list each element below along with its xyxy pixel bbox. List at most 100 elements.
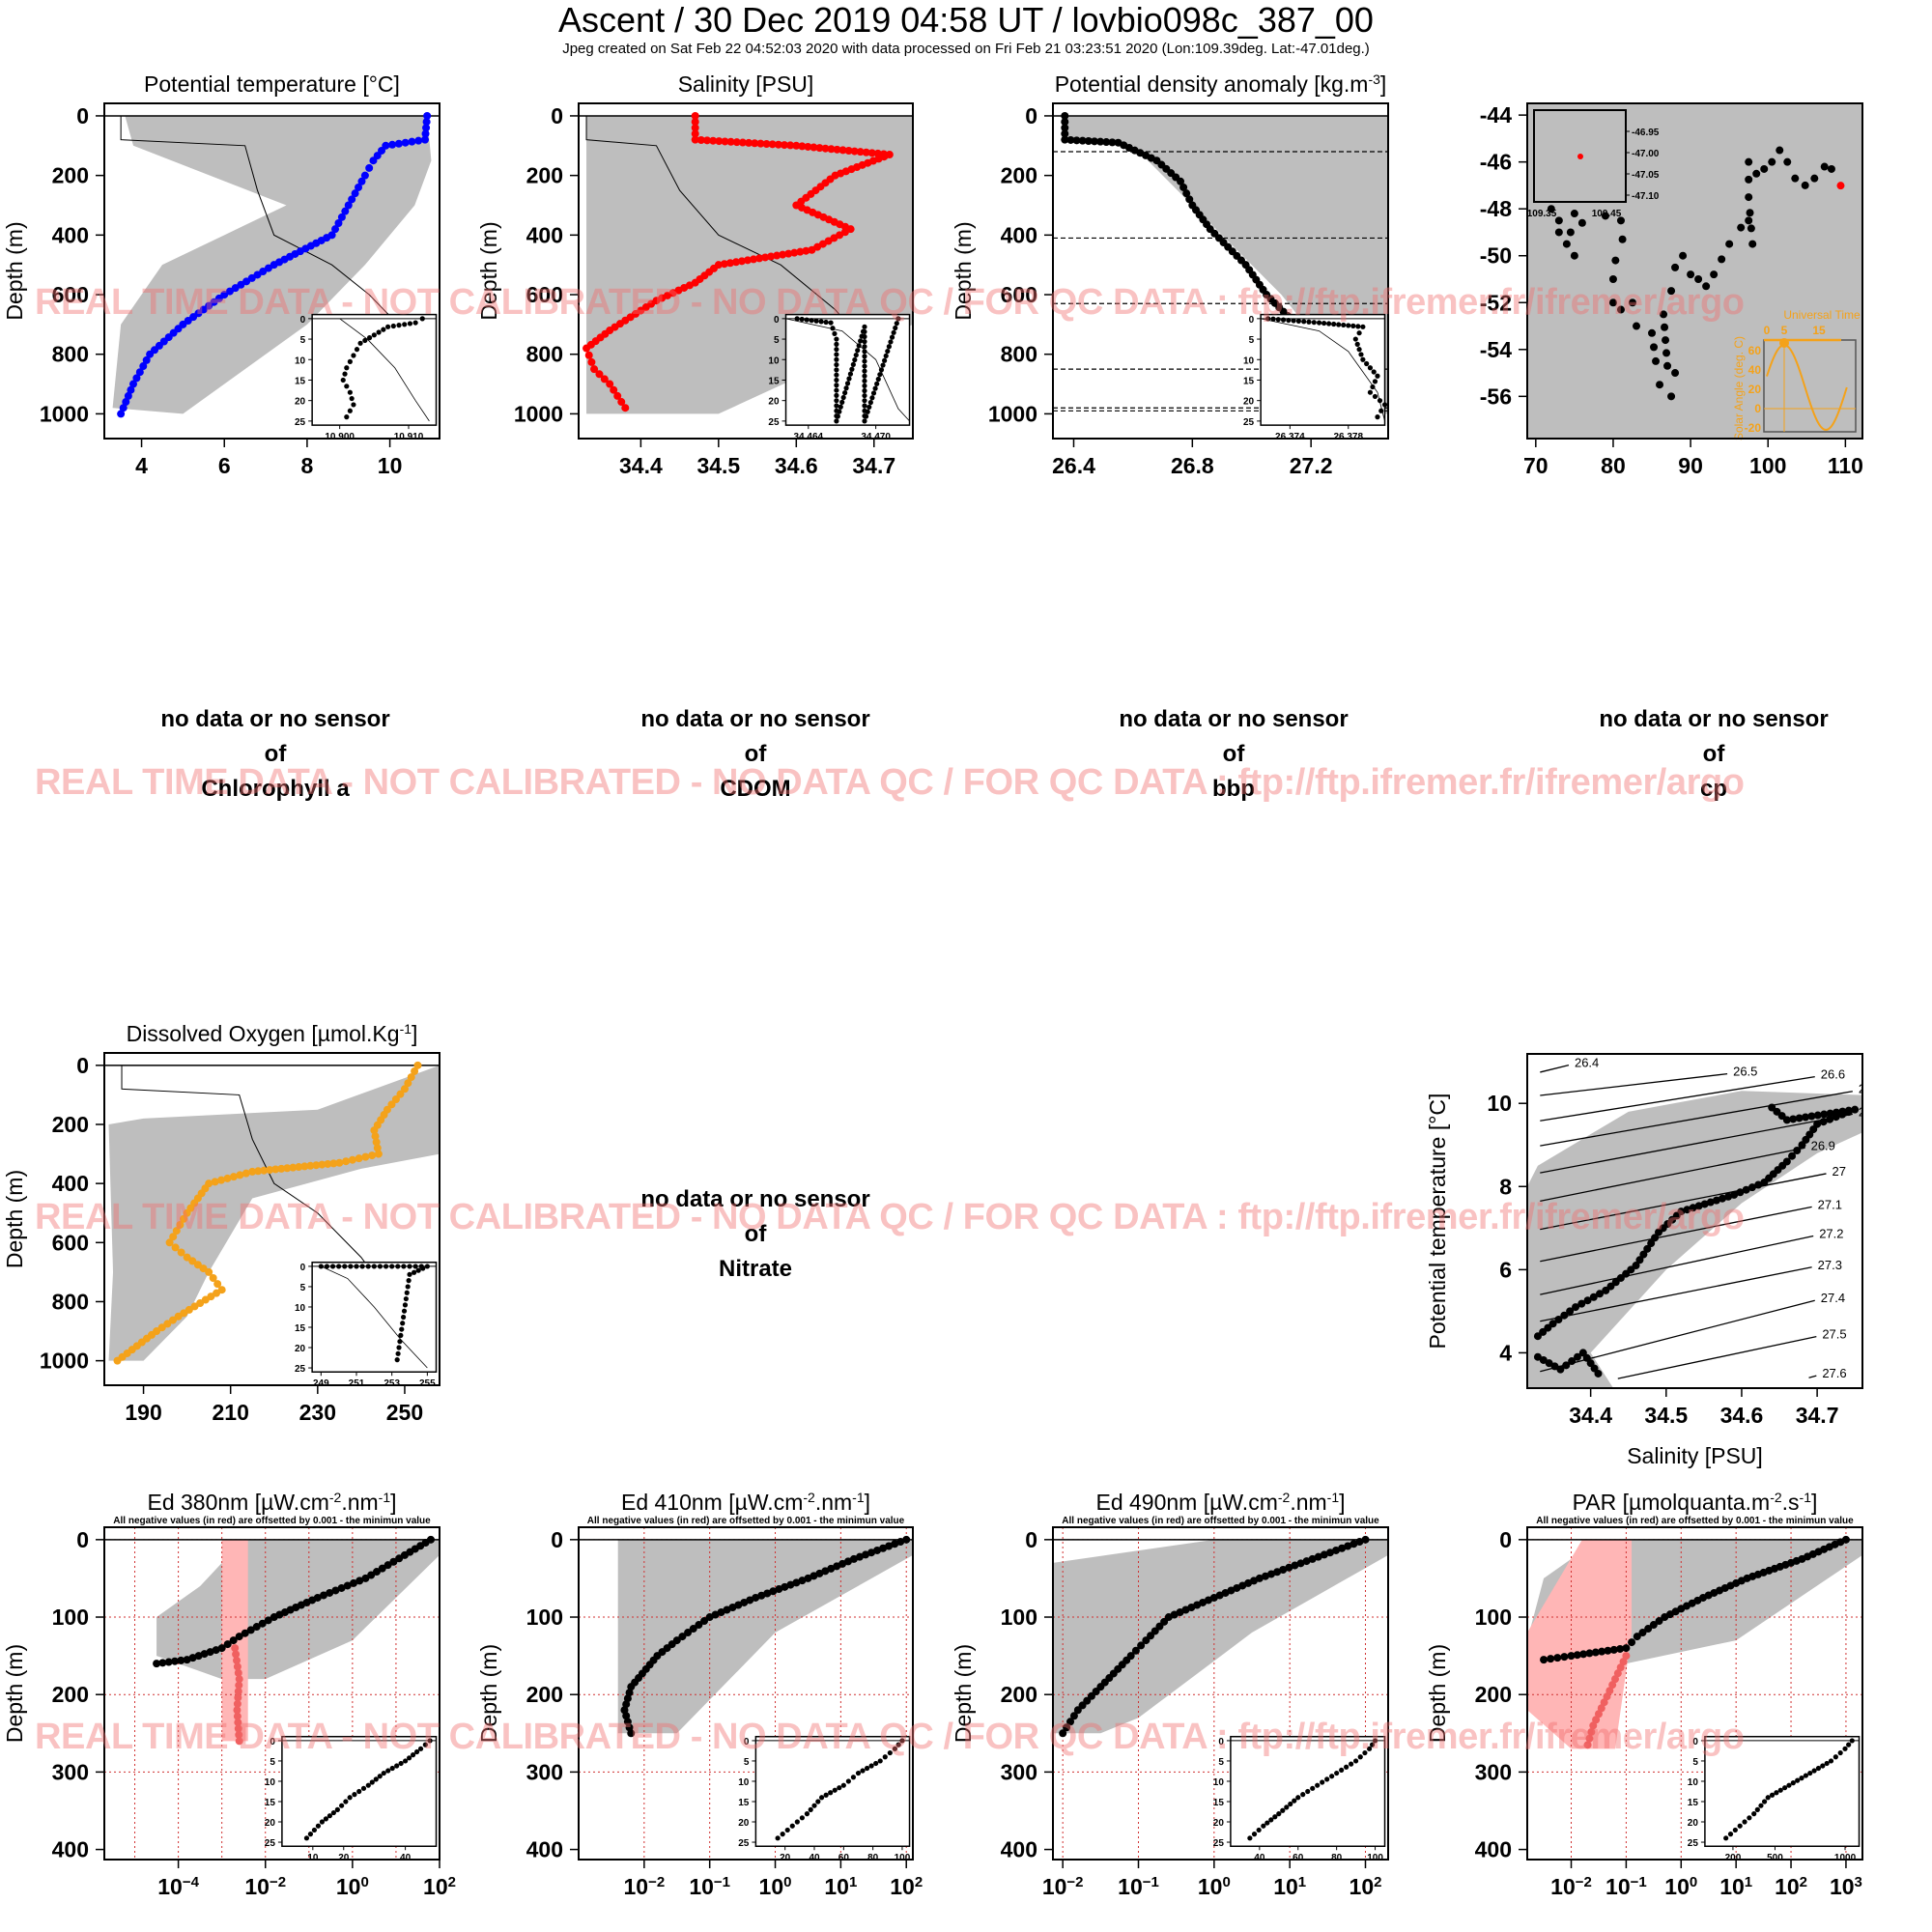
inset-y-tick-label: 5: [300, 335, 306, 346]
negative-data-point: [1611, 1675, 1620, 1684]
inset-data-point: [395, 1264, 401, 1269]
inset-x-tick-label: 249: [313, 1378, 329, 1389]
data-point: [610, 385, 618, 394]
x-tick-label: 10−1: [1605, 1874, 1647, 1900]
inset-data-point: [1378, 408, 1384, 413]
track-point: [1737, 223, 1746, 232]
data-point: [623, 1694, 632, 1703]
data-point: [755, 254, 764, 263]
x-tick-label: 102: [890, 1874, 923, 1900]
track-point: [1760, 164, 1769, 173]
x-tick-label: 26.4: [1052, 453, 1095, 478]
negative-data-point: [1592, 1716, 1601, 1724]
data-point: [1647, 1239, 1656, 1248]
isopycnal-line: [1540, 1206, 1812, 1263]
inset-data-point: [1811, 1768, 1817, 1774]
inset-data-point: [839, 399, 845, 405]
data-point: [404, 1079, 412, 1088]
inset-data-point: [1377, 398, 1383, 404]
inset-data-point: [869, 395, 875, 401]
data-point: [1273, 1568, 1282, 1577]
data-point: [1583, 1296, 1592, 1305]
title-segment: .nm: [1290, 1490, 1326, 1515]
inset-data-point: [427, 1738, 433, 1744]
data-point: [135, 368, 144, 377]
data-point: [1573, 1651, 1581, 1660]
data-point: [745, 138, 753, 147]
inset-x-tick-label: 10.900: [325, 432, 355, 442]
tick-exponent: −2: [270, 1874, 286, 1890]
inset-data-point: [1261, 1823, 1266, 1829]
y-axis-label: Depth (m): [2, 1644, 27, 1743]
inset-y-tick-label: 5: [270, 1757, 275, 1768]
inset-data-point: [834, 352, 839, 357]
title-superscript: -2: [803, 1490, 815, 1505]
inset-data-point: [417, 1746, 424, 1751]
track-point: [1745, 175, 1753, 184]
data-point: [796, 247, 805, 256]
inset-data-point: [1280, 1807, 1286, 1813]
inset-data-point: [1291, 318, 1296, 324]
inset-data-point: [1311, 320, 1317, 326]
y-tick-label: 1000: [514, 401, 563, 426]
inset-y-tick-label: 5: [1249, 335, 1255, 346]
data-point: [1185, 195, 1194, 204]
inset-data-point: [344, 414, 350, 420]
inset-data-point: [862, 349, 867, 355]
y-tick-label: 6: [1499, 1257, 1512, 1282]
plot-frame: [578, 1526, 914, 1861]
inset-y-tick-label: 10: [1213, 1777, 1225, 1788]
y-tick-label: 1000: [988, 401, 1037, 426]
data-point: [606, 380, 614, 388]
data-point: [815, 144, 824, 153]
inset-data-point: [852, 356, 858, 363]
data-point: [1261, 1572, 1269, 1580]
data-point: [1754, 1180, 1763, 1189]
isopycnal-label: 27.1: [1818, 1197, 1842, 1211]
data-point: [248, 1167, 257, 1176]
data-point: [1279, 1566, 1288, 1575]
inset-data-point: [1288, 1801, 1293, 1807]
panel-ed490: Ed 490nm [µW.cm-2.nm-1]All negative valu…: [951, 1490, 1389, 1900]
inset-data-point: [336, 1264, 342, 1269]
inset-data-point: [877, 1758, 883, 1764]
inset-data-point: [895, 316, 901, 322]
x-tick-label: 10−2: [244, 1874, 286, 1900]
data-point: [1689, 1204, 1697, 1212]
data-point: [1061, 111, 1069, 120]
y-tick-label: 200: [52, 1682, 89, 1707]
y-tick-label: 200: [526, 1682, 563, 1707]
inset-y-tick-label: 0: [774, 315, 780, 326]
inset-data-point: [840, 1782, 846, 1788]
inset-data-point: [862, 378, 867, 384]
inset-plot: 34.464 34.470 0 5 10 15 20 25: [768, 313, 911, 442]
data-point: [236, 1171, 244, 1179]
data-point: [163, 1320, 172, 1328]
panel-title: Ed 380nm [µW.cm-2.nm-1]: [147, 1490, 396, 1515]
track-point: [1776, 146, 1784, 155]
x-tick-label: 26.8: [1171, 453, 1214, 478]
y-tick-label: 0: [76, 1053, 89, 1078]
data-point: [1813, 1120, 1822, 1128]
data-point: [1589, 1293, 1598, 1301]
y-tick-label: 200: [52, 1112, 89, 1137]
track-point: [1616, 216, 1625, 225]
y-tick-label: 0: [76, 103, 89, 128]
inset-data-point: [1280, 317, 1287, 323]
panel-title: Potential temperature [°C]: [144, 71, 400, 97]
x-tick-label: 90: [1678, 453, 1703, 478]
x-tick-label: 100: [1198, 1874, 1231, 1900]
data-point: [1649, 1621, 1658, 1630]
inset-data-point: [402, 322, 408, 327]
data-point: [1819, 1118, 1828, 1126]
negative-data-point: [235, 1681, 243, 1690]
data-point: [1066, 1718, 1075, 1726]
inset-data-point: [1747, 1815, 1752, 1821]
inset-data-point: [1329, 1774, 1335, 1779]
track-point: [1768, 157, 1776, 166]
y-axis-label: Depth (m): [1425, 1644, 1450, 1743]
x-tick-label: 34.7: [1796, 1403, 1839, 1428]
y-tick-label: 800: [52, 342, 89, 367]
data-point: [1320, 1550, 1328, 1559]
title-superscript: -1: [1800, 1490, 1812, 1505]
